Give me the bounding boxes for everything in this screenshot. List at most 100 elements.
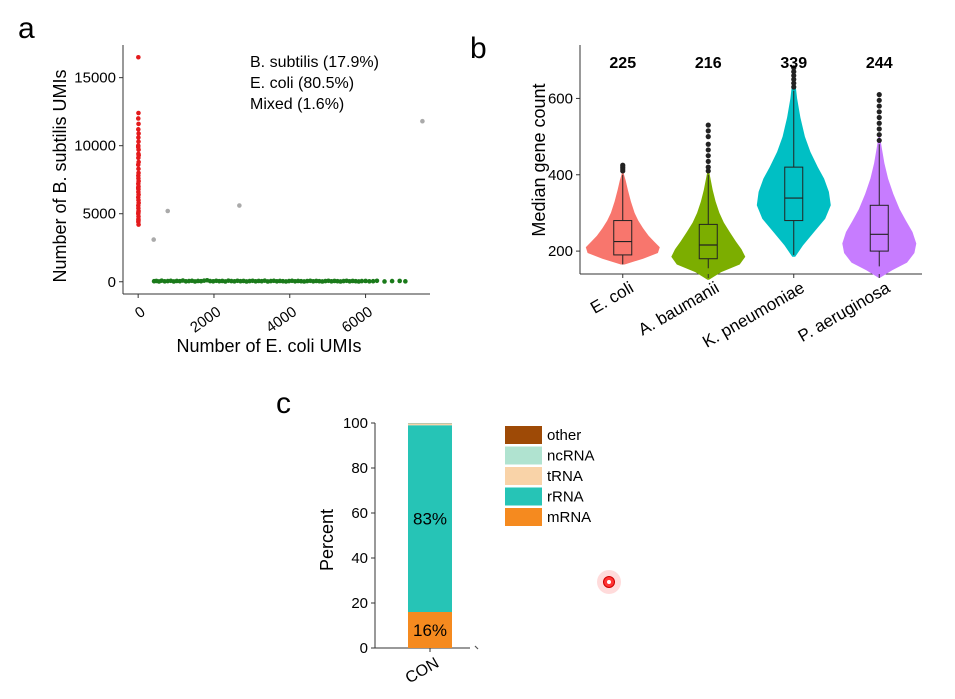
outlier-point bbox=[705, 164, 711, 170]
outlier-point bbox=[791, 72, 797, 79]
bar-segment-rrna bbox=[408, 425, 452, 612]
violin-axes bbox=[579, 45, 922, 275]
scatter-point bbox=[359, 278, 365, 284]
legend-label-trna: tRNA bbox=[547, 468, 583, 485]
scatter-point bbox=[370, 278, 376, 284]
scatter-point bbox=[136, 218, 141, 223]
legend-swatch-mrna bbox=[505, 508, 542, 526]
y-tick-label: 200 bbox=[548, 243, 573, 260]
scatter-point bbox=[136, 210, 141, 215]
outlier-point bbox=[705, 168, 711, 174]
y-tick-label: 10000 bbox=[74, 138, 116, 155]
box-iqr bbox=[784, 166, 804, 222]
legend-label-ncrna: ncRNA bbox=[547, 448, 595, 465]
scatter-point bbox=[135, 162, 141, 168]
x-tick-label: CON bbox=[403, 655, 442, 688]
scatter-axes bbox=[122, 45, 430, 295]
y-tick-label: 60 bbox=[351, 505, 368, 522]
outlier-point bbox=[791, 76, 797, 82]
violin-shape bbox=[671, 170, 746, 280]
scatter-point bbox=[135, 185, 141, 191]
bar-segment-trna bbox=[408, 423, 452, 426]
scatter-point bbox=[237, 203, 242, 208]
y-axis-title: Median gene count bbox=[529, 83, 549, 236]
x-tick-label: E. coli bbox=[587, 278, 637, 318]
y-axis-title: Number of B. subtilis UMIs bbox=[50, 69, 70, 282]
outlier-point bbox=[705, 122, 711, 128]
y-tick-label: 15000 bbox=[74, 70, 116, 87]
outlier-point bbox=[620, 162, 626, 168]
x-tick-label: 0 bbox=[132, 303, 149, 322]
outlier-point bbox=[876, 137, 882, 144]
segment-label: 83% bbox=[413, 510, 447, 529]
scatter-point bbox=[389, 278, 395, 284]
outlier-point bbox=[705, 153, 711, 159]
scatter-point bbox=[136, 152, 141, 158]
y-axis-title: Percent bbox=[317, 509, 337, 571]
legend-label-mrna: mRNA bbox=[547, 509, 591, 526]
legend-line-bsubtilis: B. subtilis (17.9%) bbox=[250, 54, 379, 71]
scatter-point bbox=[165, 208, 171, 214]
stacked-bar-panel-c: 16% 83% 0 20 40 60 80 100 CON other ncRNA tRNA rRN… bbox=[317, 415, 595, 687]
y-tick-label: 0 bbox=[360, 640, 368, 657]
bar-legend: other ncRNA tRNA rRNA mRNA bbox=[505, 426, 595, 526]
scatter-point bbox=[136, 222, 141, 227]
y-tick-label: 5000 bbox=[83, 206, 116, 223]
box-iqr bbox=[869, 204, 889, 252]
outlier-point bbox=[876, 103, 882, 109]
outlier-point bbox=[876, 120, 882, 126]
outlier-point bbox=[876, 92, 882, 98]
y-tick-label: 100 bbox=[343, 415, 368, 432]
outlier-point bbox=[876, 132, 882, 138]
scatter-point bbox=[420, 118, 425, 124]
scatter-panel-a: 0 2000 4000 6000 0 5000 10000 15000 B. subtilis… bbox=[50, 45, 430, 356]
cursor-indicator bbox=[597, 570, 621, 594]
scatter-point bbox=[136, 135, 141, 140]
bar-segments: 16% 83% bbox=[408, 423, 452, 648]
scatter-point bbox=[367, 279, 372, 284]
bar-segment-ncrna bbox=[408, 423, 452, 424]
outlier-point bbox=[705, 134, 711, 140]
outlier-point bbox=[791, 69, 797, 75]
y-tick-label: 20 bbox=[351, 595, 368, 612]
scatter-point bbox=[136, 166, 141, 172]
scatter-point bbox=[374, 278, 380, 284]
y-tick-label: 40 bbox=[351, 550, 368, 567]
scatter-point bbox=[363, 278, 368, 284]
outlier-point bbox=[791, 65, 797, 71]
segment-label: 16% bbox=[413, 621, 447, 640]
outlier-point bbox=[705, 147, 711, 153]
outlier-point bbox=[876, 97, 882, 103]
y-tick-label: 80 bbox=[351, 460, 368, 477]
outlier-point bbox=[705, 158, 711, 165]
panel-letter-a: a bbox=[18, 12, 35, 45]
scatter-point bbox=[136, 127, 141, 132]
y-tick-label: 600 bbox=[548, 90, 573, 107]
scatter-point bbox=[136, 121, 141, 127]
outlier-point bbox=[791, 80, 797, 86]
median-annotation: 216 bbox=[695, 55, 722, 72]
legend-swatch-other bbox=[505, 426, 542, 444]
violin-shape bbox=[842, 136, 917, 278]
scatter-point bbox=[151, 237, 156, 242]
x-axis-title: Number of E. coli UMIs bbox=[176, 336, 361, 356]
violins: 225 216 339 244 bbox=[585, 55, 917, 280]
scatter-point bbox=[135, 116, 141, 121]
x-tick-label: 4000 bbox=[263, 303, 300, 336]
stray-mark bbox=[474, 645, 479, 650]
scatter-point bbox=[136, 54, 141, 60]
x-tick-label: 2000 bbox=[187, 303, 224, 336]
scatter-point bbox=[382, 279, 387, 284]
x-tick-label: P. aeruginosa bbox=[795, 278, 894, 346]
scatter-point bbox=[135, 144, 141, 150]
outlier-point bbox=[876, 114, 882, 121]
outlier-point bbox=[876, 126, 882, 132]
cursor-center bbox=[607, 580, 611, 584]
scatter-point bbox=[136, 139, 141, 144]
x-tick-label: 6000 bbox=[339, 303, 376, 336]
panel-letter-c: c bbox=[276, 387, 291, 420]
outlier-point bbox=[705, 141, 711, 147]
legend-line-mixed: Mixed (1.6%) bbox=[250, 96, 344, 113]
scatter-point bbox=[403, 279, 408, 284]
legend-swatch-trna bbox=[505, 467, 542, 485]
